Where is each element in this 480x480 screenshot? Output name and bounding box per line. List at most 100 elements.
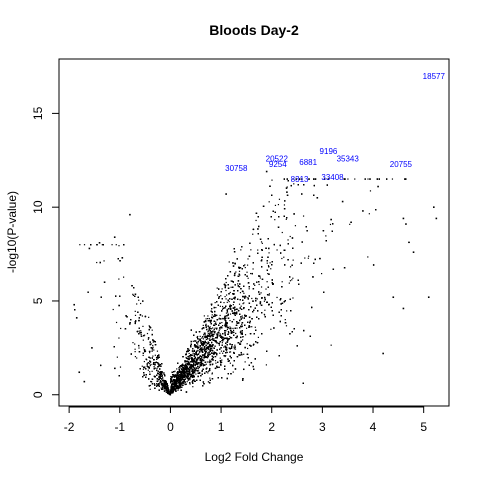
data-point	[293, 260, 294, 261]
data-point	[141, 334, 142, 335]
data-point	[243, 302, 244, 303]
data-point	[219, 330, 220, 331]
data-point	[189, 353, 190, 354]
data-point	[330, 224, 331, 225]
data-point	[238, 354, 239, 355]
data-point	[292, 278, 293, 279]
data-point	[208, 381, 209, 382]
data-point	[213, 338, 214, 339]
data-point	[267, 273, 268, 274]
data-point	[240, 331, 241, 332]
data-point	[186, 377, 187, 378]
data-point	[308, 258, 309, 259]
data-point	[257, 298, 258, 299]
data-point	[215, 363, 216, 364]
data-point	[269, 262, 270, 263]
data-point	[234, 345, 235, 346]
data-point	[243, 293, 244, 294]
data-point	[347, 178, 348, 179]
data-point	[225, 290, 226, 291]
data-point	[155, 368, 156, 369]
data-point	[143, 355, 144, 356]
data-point	[227, 309, 228, 310]
data-point	[207, 315, 208, 316]
data-point	[349, 224, 350, 225]
data-point	[203, 325, 204, 326]
data-point	[260, 277, 261, 278]
data-point	[118, 337, 119, 338]
data-point	[143, 369, 144, 370]
data-point	[228, 331, 229, 332]
data-point	[79, 244, 80, 245]
data-point	[278, 204, 279, 205]
data-point	[279, 199, 280, 200]
data-point	[212, 314, 213, 315]
data-point	[245, 334, 246, 335]
data-point	[150, 389, 151, 390]
data-point	[207, 352, 208, 353]
data-point	[118, 245, 119, 246]
data-point	[241, 324, 242, 325]
data-point	[242, 339, 243, 340]
data-point	[140, 303, 141, 304]
data-point	[308, 256, 309, 257]
data-point	[276, 249, 277, 250]
data-point	[160, 382, 161, 383]
data-point	[240, 292, 241, 293]
data-point	[226, 350, 227, 351]
data-point	[259, 284, 260, 285]
data-point	[207, 318, 208, 319]
data-point	[227, 302, 228, 303]
data-point	[177, 390, 178, 391]
data-point	[247, 348, 248, 349]
data-point	[160, 380, 161, 381]
data-point	[203, 334, 204, 335]
data-point	[219, 333, 220, 334]
data-point	[201, 347, 202, 348]
data-point	[354, 178, 355, 179]
data-point	[162, 377, 163, 378]
data-point	[189, 350, 190, 351]
data-point	[208, 349, 209, 350]
data-point	[226, 312, 227, 313]
data-point	[161, 387, 162, 388]
data-point	[193, 353, 194, 354]
data-point	[269, 201, 270, 202]
data-point	[211, 308, 212, 309]
data-point	[252, 268, 253, 269]
data-point	[140, 330, 141, 331]
data-point	[247, 343, 248, 344]
data-point	[152, 330, 153, 331]
data-point	[229, 301, 230, 302]
data-point	[96, 262, 97, 263]
data-point	[172, 382, 173, 383]
data-point	[149, 363, 150, 364]
data-point	[227, 311, 228, 312]
data-point	[174, 371, 175, 372]
data-point	[206, 339, 207, 340]
data-point	[282, 281, 283, 282]
data-point	[113, 309, 114, 310]
data-point	[197, 348, 198, 349]
data-point	[223, 347, 224, 348]
data-point	[120, 328, 121, 329]
data-point	[281, 258, 282, 259]
data-point	[245, 267, 246, 268]
data-point	[247, 297, 248, 298]
data-point	[184, 361, 185, 362]
data-point	[221, 322, 222, 323]
data-point	[222, 342, 223, 343]
data-point	[264, 314, 265, 315]
data-point	[200, 366, 201, 367]
data-point	[222, 306, 223, 307]
data-point	[162, 383, 163, 384]
data-point	[222, 309, 223, 310]
data-point	[211, 373, 212, 374]
data-point	[219, 353, 220, 354]
data-point	[144, 361, 145, 362]
chart-title: Bloods Day-2	[209, 22, 299, 38]
data-point	[267, 281, 268, 282]
data-point	[219, 345, 220, 346]
data-point	[235, 333, 236, 334]
data-point	[230, 313, 231, 314]
